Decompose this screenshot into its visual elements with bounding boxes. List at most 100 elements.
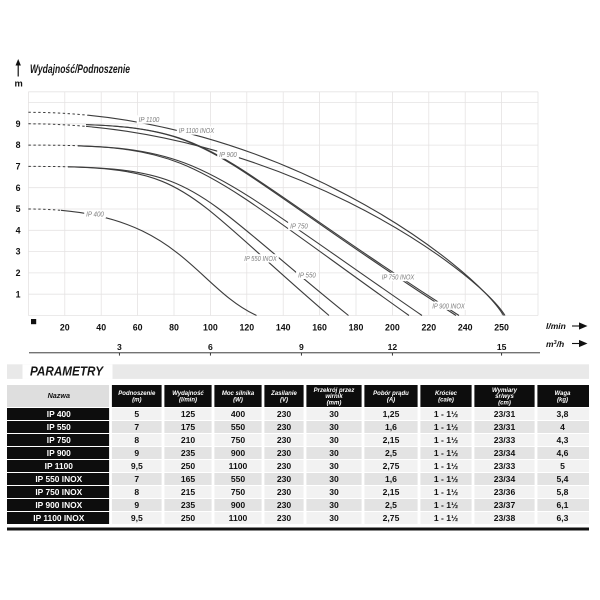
svg-text:(mm): (mm)	[327, 401, 342, 407]
svg-text:IP 900: IP 900	[219, 150, 237, 159]
svg-text:23/36: 23/36	[494, 487, 516, 497]
svg-text:1 - 1½: 1 - 1½	[434, 474, 458, 484]
svg-text:wirnik: wirnik	[325, 394, 343, 400]
svg-text:IP 400: IP 400	[47, 409, 71, 419]
svg-text:230: 230	[277, 474, 292, 484]
svg-text:5,8: 5,8	[557, 487, 569, 497]
svg-text:250: 250	[181, 461, 196, 471]
svg-text:240: 240	[458, 323, 473, 333]
svg-text:250: 250	[181, 513, 196, 523]
svg-text:4,3: 4,3	[557, 435, 569, 445]
svg-text:3: 3	[117, 342, 122, 352]
svg-text:IP 900 INOX: IP 900 INOX	[432, 301, 465, 310]
svg-text:230: 230	[277, 500, 292, 510]
svg-text:15: 15	[497, 342, 507, 352]
svg-text:5: 5	[16, 204, 21, 214]
svg-text:7: 7	[134, 474, 139, 484]
svg-text:Podnoszenie: Podnoszenie	[118, 391, 156, 397]
svg-text:9: 9	[134, 500, 139, 510]
svg-text:2,5: 2,5	[385, 448, 397, 458]
svg-text:60: 60	[133, 323, 143, 333]
svg-text:9: 9	[299, 342, 304, 352]
svg-text:30: 30	[329, 409, 339, 419]
svg-text:400: 400	[231, 409, 246, 419]
svg-text:160: 160	[312, 323, 327, 333]
svg-text:30: 30	[329, 461, 339, 471]
svg-text:30: 30	[329, 435, 339, 445]
svg-text:4: 4	[16, 225, 21, 235]
svg-text:30: 30	[329, 487, 339, 497]
svg-text:250: 250	[494, 323, 509, 333]
svg-text:6,3: 6,3	[557, 513, 569, 523]
svg-text:1 - 1½: 1 - 1½	[434, 422, 458, 432]
svg-text:śr/wys: śr/wys	[495, 394, 514, 400]
svg-text:1 - 1½: 1 - 1½	[434, 448, 458, 458]
svg-text:IP 550 INOX: IP 550 INOX	[244, 254, 277, 263]
svg-text:(cm): (cm)	[498, 401, 511, 407]
svg-text:Moc silnika: Moc silnika	[222, 391, 255, 397]
svg-text:80: 80	[169, 323, 179, 333]
svg-text:1 - 1½: 1 - 1½	[434, 500, 458, 510]
svg-text:(W): (W)	[233, 397, 243, 403]
svg-text:23/34: 23/34	[494, 448, 516, 458]
svg-text:200: 200	[385, 323, 400, 333]
svg-text:IP 750 INOX: IP 750 INOX	[382, 273, 415, 282]
svg-text:(m): (m)	[132, 397, 141, 403]
svg-text:230: 230	[277, 435, 292, 445]
svg-text:IP 1100: IP 1100	[45, 461, 74, 471]
svg-text:2,15: 2,15	[383, 435, 400, 445]
svg-text:Przekrój przez: Przekrój przez	[314, 388, 355, 394]
svg-text:23/38: 23/38	[494, 513, 516, 523]
svg-text:Wydajność: Wydajność	[172, 391, 204, 397]
svg-text:Króciec: Króciec	[435, 391, 458, 397]
svg-text:750: 750	[231, 487, 246, 497]
svg-text:2,15: 2,15	[383, 487, 400, 497]
svg-text:(kg): (kg)	[557, 397, 568, 403]
svg-text:30: 30	[329, 500, 339, 510]
svg-text:550: 550	[231, 422, 246, 432]
svg-text:230: 230	[277, 422, 292, 432]
svg-text:IP 750 INOX: IP 750 INOX	[35, 487, 82, 497]
svg-text:(l/min): (l/min)	[179, 397, 197, 403]
svg-text:8: 8	[134, 435, 139, 445]
svg-text:2,75: 2,75	[383, 513, 400, 523]
svg-text:2,5: 2,5	[385, 500, 397, 510]
svg-text:4: 4	[560, 422, 565, 432]
svg-text:140: 140	[276, 323, 291, 333]
svg-text:(cale): (cale)	[438, 397, 454, 403]
svg-text:IP 550 INOX: IP 550 INOX	[35, 474, 82, 484]
svg-text:8: 8	[16, 140, 21, 150]
svg-text:IP 900 INOX: IP 900 INOX	[35, 500, 82, 510]
svg-text:PARAMETRY: PARAMETRY	[30, 363, 104, 378]
svg-text:1100: 1100	[229, 513, 248, 523]
svg-text:3: 3	[16, 247, 21, 257]
svg-text:m3/h: m3/h	[546, 339, 564, 349]
svg-text:23/33: 23/33	[494, 461, 516, 471]
svg-text:5,4: 5,4	[557, 474, 569, 484]
svg-text:230: 230	[277, 409, 292, 419]
svg-text:30: 30	[329, 422, 339, 432]
svg-text:9: 9	[134, 448, 139, 458]
svg-text:180: 180	[349, 323, 364, 333]
svg-text:IP 550: IP 550	[298, 270, 316, 279]
svg-text:230: 230	[277, 487, 292, 497]
svg-text:165: 165	[181, 474, 196, 484]
svg-text:215: 215	[181, 487, 196, 497]
svg-text:IP 1100 INOX: IP 1100 INOX	[33, 513, 84, 523]
svg-text:230: 230	[277, 448, 292, 458]
svg-text:30: 30	[329, 474, 339, 484]
svg-text:Wymiary: Wymiary	[492, 388, 518, 394]
svg-text:5: 5	[134, 409, 139, 419]
svg-text:2,75: 2,75	[383, 461, 400, 471]
svg-text:23/31: 23/31	[494, 422, 516, 432]
svg-text:235: 235	[181, 500, 196, 510]
svg-text:6,1: 6,1	[557, 500, 569, 510]
svg-text:3,8: 3,8	[557, 409, 569, 419]
svg-text:40: 40	[96, 323, 106, 333]
svg-text:12: 12	[388, 342, 398, 352]
svg-text:(A): (A)	[387, 397, 395, 403]
svg-text:100: 100	[203, 323, 218, 333]
svg-text:Wydajność/Podnoszenie: Wydajność/Podnoszenie	[30, 64, 130, 76]
svg-text:9: 9	[16, 119, 21, 129]
svg-text:7: 7	[16, 162, 21, 172]
